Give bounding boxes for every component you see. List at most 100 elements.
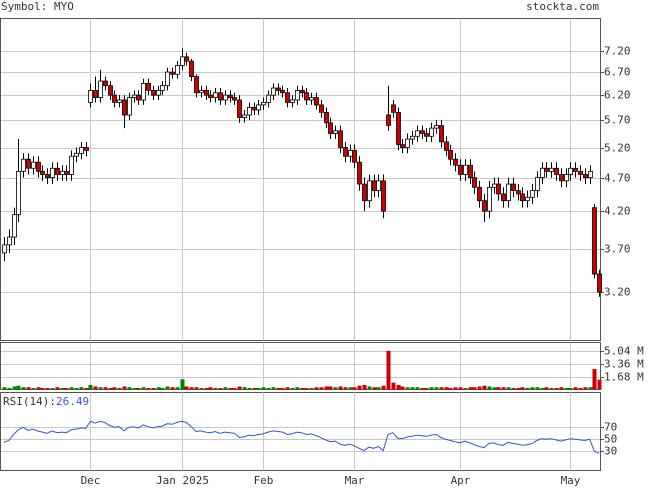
y-tick-label: 3.70 [604,243,631,256]
y-tick-label: 7.20 [604,45,631,58]
candle-body [597,273,602,293]
volume-bar [501,387,506,390]
candle-body [247,107,252,116]
candle-body [232,97,237,101]
candle-body [472,177,477,188]
y-tick-label: 50 [604,433,617,446]
candle-body [69,155,74,175]
candle-body [429,127,434,137]
volume-bar [348,387,353,390]
volume-bar [36,387,41,390]
candle-body [482,200,487,212]
volume-bar [189,387,194,390]
volume-bar [79,387,84,390]
volume-bar [583,387,588,390]
candle-body [544,167,549,172]
volume-bar [415,387,420,390]
volume-bar [588,387,593,390]
volume-bar [50,387,55,390]
volume-bar [69,387,74,390]
candle-body [530,190,535,198]
volume-bar [511,387,516,390]
y-tick-label: 6.70 [604,66,631,79]
candle-body [122,99,127,116]
candle-body [444,141,449,151]
volume-bar [420,387,425,390]
candle-body [213,92,218,98]
candle-body [280,89,285,94]
volume-bar [362,384,367,390]
volume-bar [391,382,396,390]
candle-body [588,170,593,179]
volume-bar [218,387,223,390]
volume-bar [208,387,213,390]
candle-body [578,170,583,175]
candle-body [391,104,396,113]
volume-bar [237,386,242,390]
volume-bar [444,387,449,390]
y-tick-label: 70 [604,421,617,434]
y-tick-label: 5.04 M [604,345,644,358]
volume-bar [122,386,127,390]
volume-bar [400,386,405,390]
candle-body [295,89,300,101]
candle-body [160,85,165,91]
volume-bar [93,386,98,390]
volume-bar [199,387,204,390]
volume-bar [170,387,175,390]
volume-bar [40,387,45,390]
candle-body [36,161,41,172]
candle-body [564,174,569,182]
candle-body [199,89,204,94]
volume-bar [492,387,497,390]
volume-bar [573,387,578,390]
candle-body [256,104,261,111]
candle-body [175,65,180,75]
volume-bar [472,387,477,390]
rsi-panel [0,392,601,471]
volume-bar [7,387,12,390]
volume-bar [544,387,549,390]
volume-bar [280,387,285,390]
volume-bar [271,387,276,390]
candle-body [31,161,36,169]
volume-bar [180,379,185,390]
volume-bar [352,387,357,390]
y-tick-label: 3.20 [604,286,631,299]
candle-body [400,144,405,148]
candle-body [141,82,146,101]
candle-body [261,102,266,106]
candle-body [285,92,290,103]
y-tick-label: 3.36 M [604,358,644,371]
volume-bar [396,384,401,390]
volume-bar [300,387,305,390]
volume-bar [160,387,165,390]
x-tick-label: Dec [81,474,101,486]
volume-bar [439,387,444,390]
candle-body [40,170,45,175]
volume-bar [304,387,309,390]
candle-body [55,167,60,175]
volume-bar [156,387,161,390]
candle-body [477,186,482,202]
volume-bar [506,387,511,390]
chart-title: Symbol: MYO [1,0,74,13]
candle-body [535,177,540,191]
candle-body [26,158,31,169]
y-tick-label: 5.70 [604,114,631,127]
volume-panel [0,342,601,390]
volume-bar [564,387,569,390]
volume-bar [477,386,482,390]
candle-body [549,167,554,172]
candle-body [21,158,26,172]
volume-bar [381,385,386,390]
volume-bar [482,385,487,390]
candle-body [151,89,156,96]
candle-body [367,180,372,202]
candle-body [448,150,453,160]
candle-body [333,130,338,134]
candle-body [314,97,319,106]
volume-bar [424,387,429,390]
candle-body [218,92,223,101]
volume-bar [184,386,189,390]
